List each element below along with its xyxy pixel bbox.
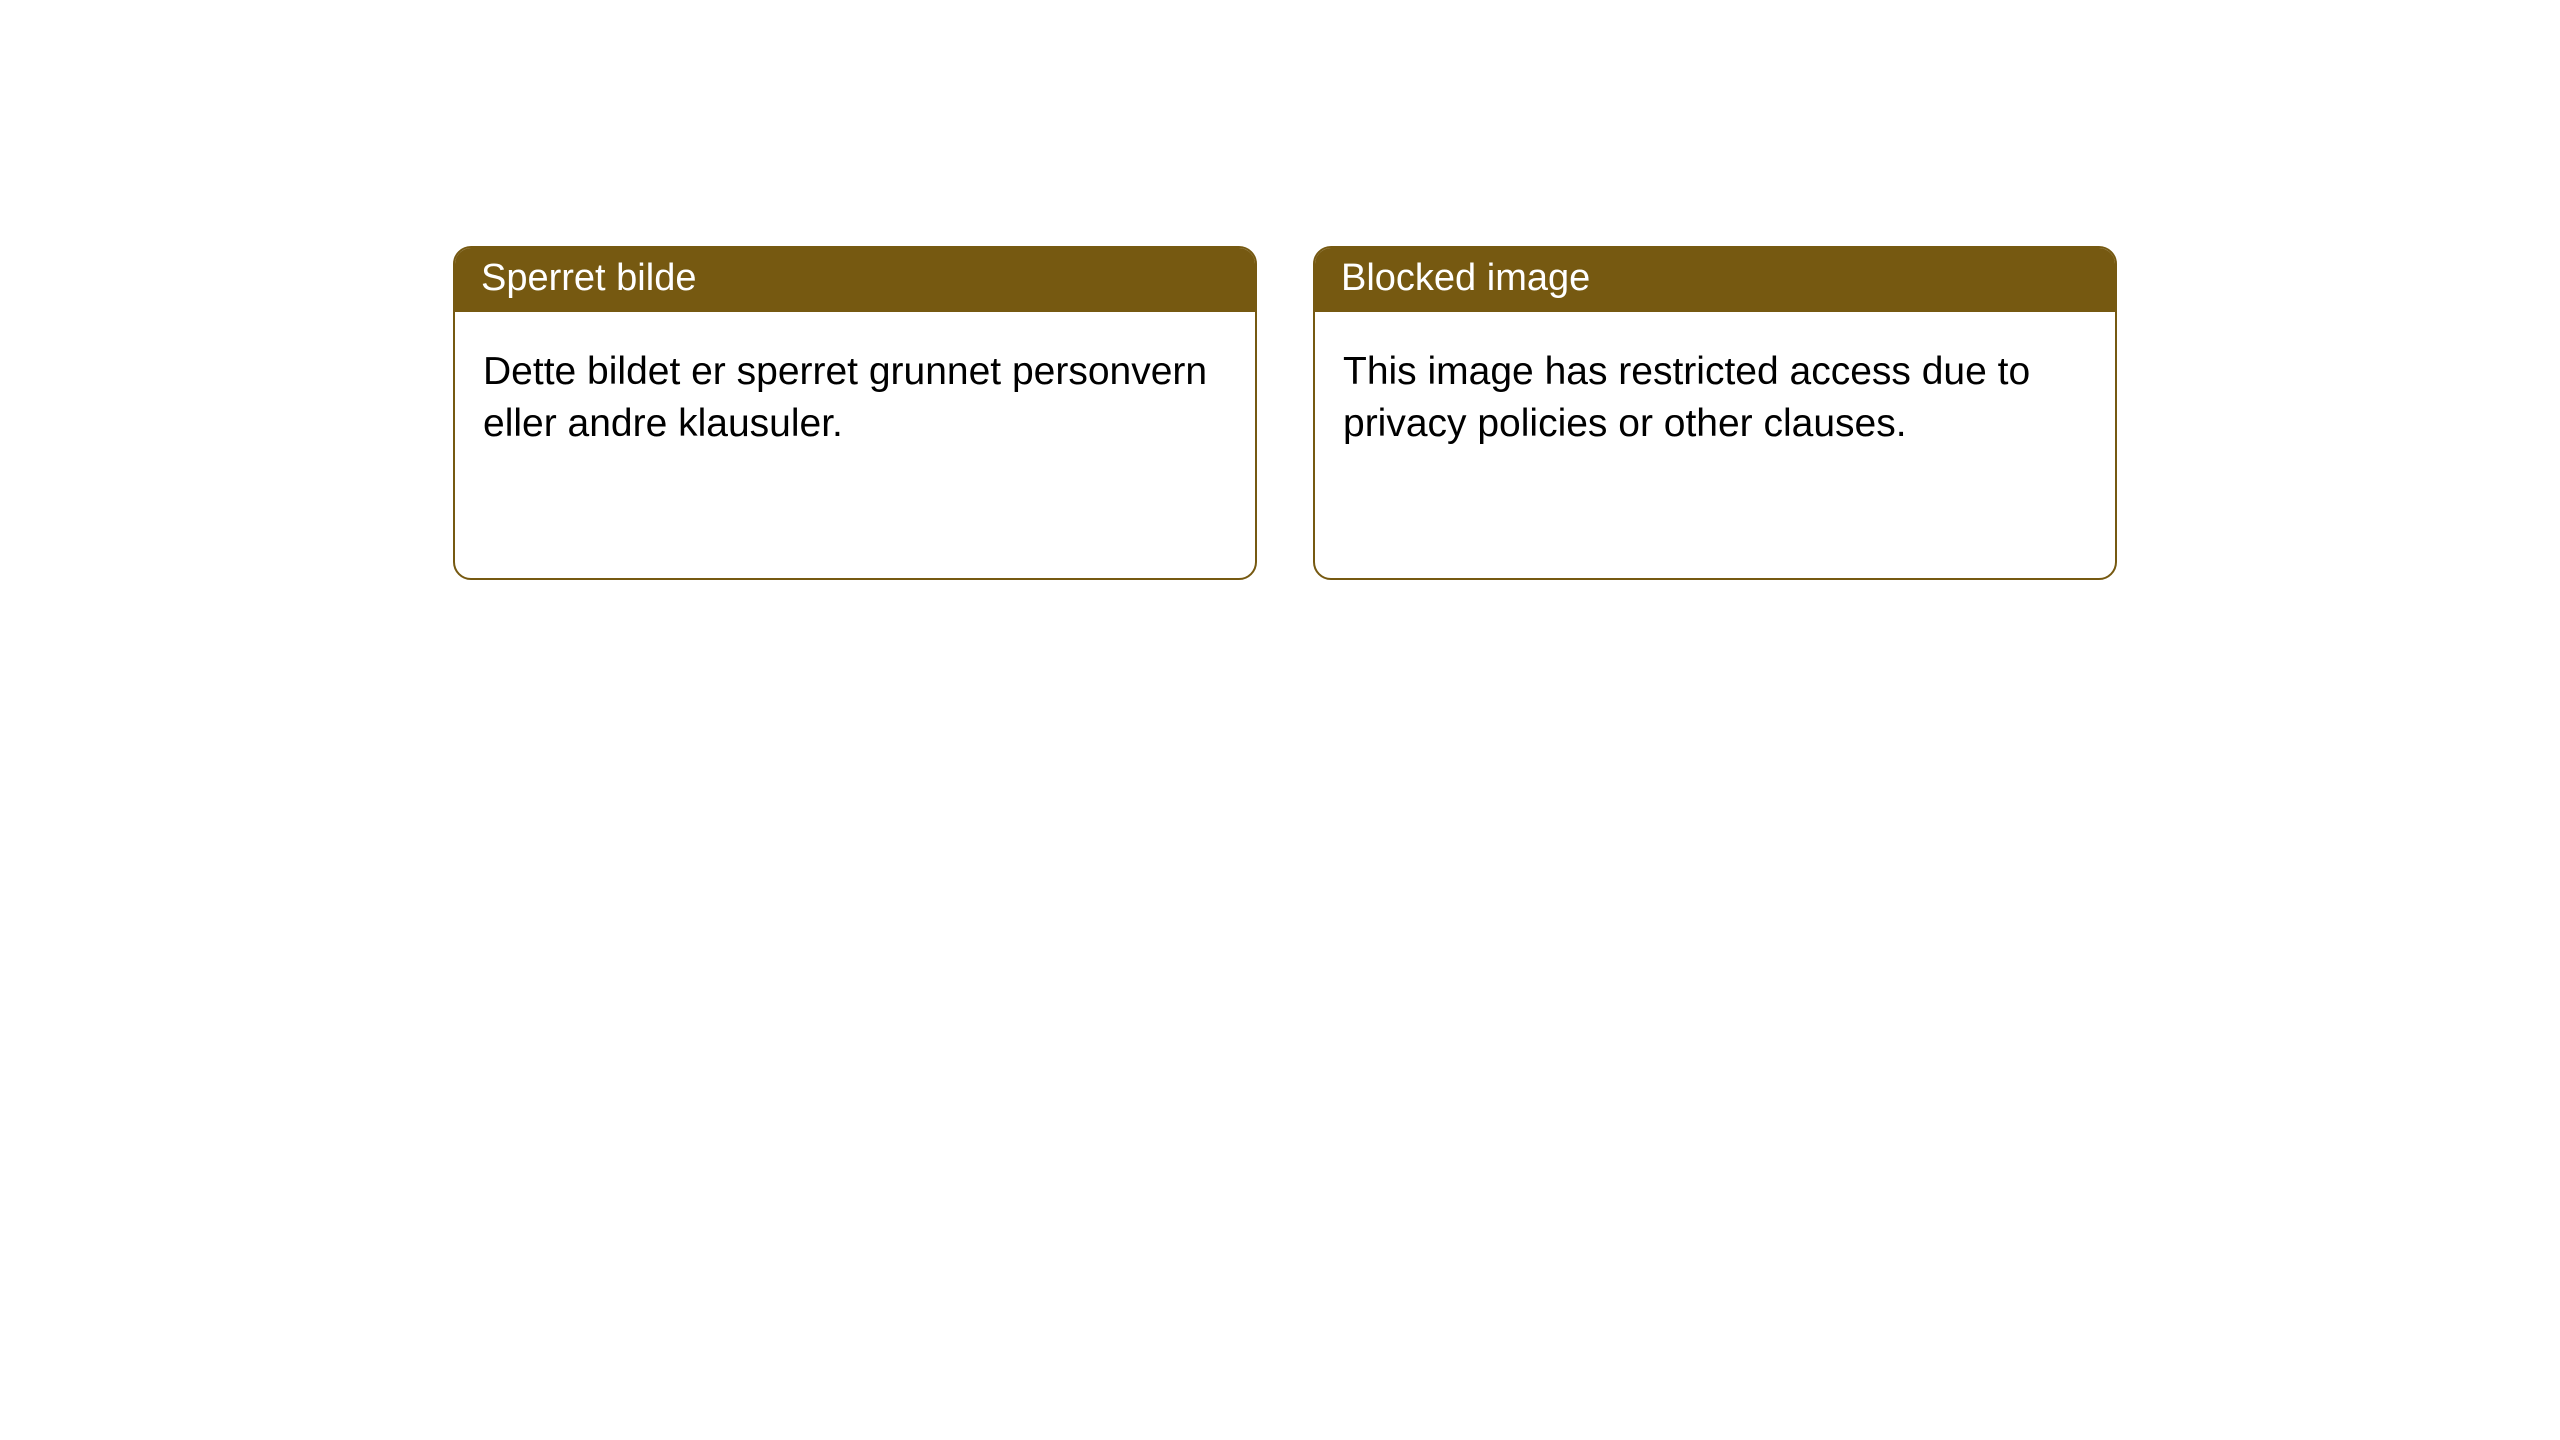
notice-card-title: Sperret bilde	[455, 248, 1255, 312]
notice-card-body: This image has restricted access due to …	[1315, 312, 2115, 479]
notice-card-body: Dette bildet er sperret grunnet personve…	[455, 312, 1255, 479]
notice-cards-container: Sperret bilde Dette bildet er sperret gr…	[0, 0, 2560, 580]
notice-card-title: Blocked image	[1315, 248, 2115, 312]
notice-card-norwegian: Sperret bilde Dette bildet er sperret gr…	[453, 246, 1257, 580]
notice-card-english: Blocked image This image has restricted …	[1313, 246, 2117, 580]
